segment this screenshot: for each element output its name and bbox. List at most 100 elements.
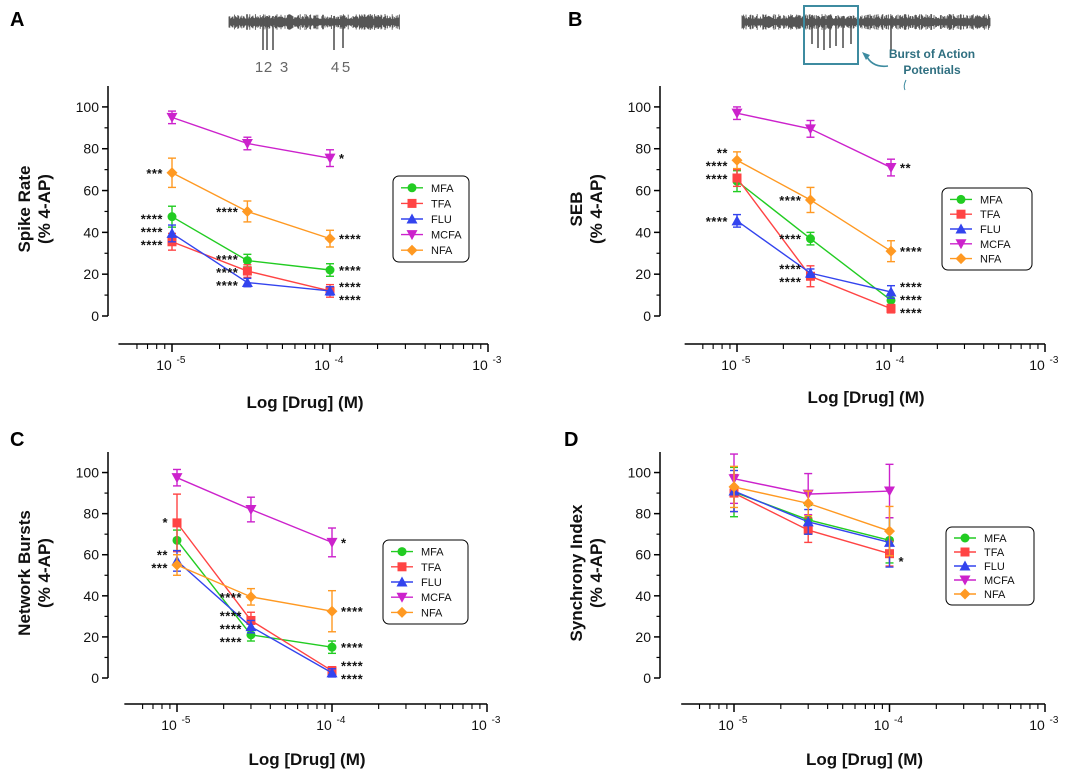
legend-box xyxy=(941,187,1033,271)
marker-diamond xyxy=(324,233,336,245)
series-line-nfa xyxy=(171,172,331,240)
legend-item-mcfa: MCFA xyxy=(954,575,1015,587)
series-group xyxy=(171,468,338,678)
marker-square xyxy=(242,266,252,276)
legend-label: NFA xyxy=(980,254,1002,266)
marker-triangle-up xyxy=(166,227,178,238)
trace-noise xyxy=(228,14,400,30)
y-tick-label: 80 xyxy=(635,506,651,522)
y-tick-label: 40 xyxy=(635,588,651,604)
legend-item-mfa: MFA xyxy=(954,533,1007,545)
marker-square xyxy=(172,518,182,528)
legend-box xyxy=(945,526,1035,606)
marker-triangle-up xyxy=(406,213,418,224)
x-tick-label-exponent: -5 xyxy=(182,715,191,726)
legend-label: TFA xyxy=(984,547,1005,559)
significance-marker: ** xyxy=(717,145,729,160)
significance-marker: * xyxy=(162,515,168,530)
significance-marker: **** xyxy=(220,635,243,650)
panel-a: A 0 20 40 60 80 100 Spike Rate (% 4-AP) 10 -5 10 -4 1… xyxy=(10,9,502,412)
x-tick-label: 10 xyxy=(471,717,487,733)
x-tick-label: 10 xyxy=(156,357,172,373)
legend-label: MCFA xyxy=(421,592,452,604)
legend-item-tfa: TFA xyxy=(950,209,1001,221)
panel-d: D 0 20 40 60 80 100 Synchrony Index (% 4-AP) 10 -5… xyxy=(564,429,1059,769)
significance-marker: **** xyxy=(216,252,239,267)
marker-triangle-down xyxy=(885,163,897,174)
x-tick-label-exponent: -4 xyxy=(894,715,903,726)
x-tick-label: 10 xyxy=(874,717,890,733)
y-tick-label: 80 xyxy=(83,141,99,157)
y-tick-label: 100 xyxy=(628,465,652,481)
y-axis-label: Synchrony Index (% 4-AP) xyxy=(567,504,606,642)
marker-triangle-down xyxy=(731,108,743,119)
marker-diamond xyxy=(802,497,814,509)
legend-label: FLU xyxy=(984,561,1005,573)
marker-diamond xyxy=(728,481,740,493)
significance-marker: **** xyxy=(220,590,243,605)
series-nfa xyxy=(171,554,338,633)
series-line-flu xyxy=(736,220,892,293)
marker-square xyxy=(886,304,896,314)
callout-arrow-head xyxy=(862,52,870,60)
series-line-mfa xyxy=(176,539,333,648)
marker-circle xyxy=(805,234,815,244)
significance-marker: **** xyxy=(141,224,164,239)
y-tick-label: 80 xyxy=(635,141,651,157)
significance-marker: **** xyxy=(900,292,923,307)
y-tick-label: 20 xyxy=(83,629,99,645)
x-tick-label-exponent: -4 xyxy=(337,715,346,726)
significance-marker: **** xyxy=(141,211,164,226)
legend-label: TFA xyxy=(431,198,452,210)
significance-annotations: * xyxy=(899,554,905,569)
y-axis-title-line1: SEB xyxy=(567,192,586,227)
significance-marker: * xyxy=(341,535,347,550)
marker-triangle-up xyxy=(802,516,814,527)
legend-label: NFA xyxy=(431,245,453,257)
legend-label: NFA xyxy=(984,589,1006,601)
legend-item-mfa: MFA xyxy=(391,547,444,559)
marker-triangle-up xyxy=(245,621,257,632)
significance-marker: * xyxy=(899,554,905,569)
series-mcfa xyxy=(728,453,895,519)
significance-marker: ** xyxy=(900,161,912,176)
series-mcfa xyxy=(171,468,338,558)
marker-circle xyxy=(960,533,970,543)
callout-text-line1: Burst of Action xyxy=(889,47,975,61)
y-axis-label: Spike Rate (% 4-AP) xyxy=(15,166,54,253)
series-mcfa xyxy=(166,110,336,168)
x-tick-label: 10 xyxy=(1029,357,1045,373)
legend-item-mfa: MFA xyxy=(950,194,1003,206)
x-tick-label-exponent: -5 xyxy=(739,715,748,726)
significance-marker: **** xyxy=(341,671,364,686)
y-tick-label: 60 xyxy=(635,547,651,563)
legend-label: MFA xyxy=(421,547,444,559)
marker-triangle-down xyxy=(396,592,408,603)
x-tick-label-exponent: -5 xyxy=(177,355,186,366)
x-axis-title: Log [Drug] (M) xyxy=(807,388,924,407)
significance-marker: **** xyxy=(900,279,923,294)
x-tick-label-exponent: -3 xyxy=(1050,715,1059,726)
significance-marker: **** xyxy=(341,658,364,673)
series-group xyxy=(166,110,336,298)
series-mfa xyxy=(167,205,335,277)
legend-item-mcfa: MCFA xyxy=(950,239,1011,251)
marker-square xyxy=(407,198,417,208)
legend: MFA TFA FLU MCFA NFA xyxy=(392,175,470,263)
marker-circle xyxy=(956,194,966,204)
marker-circle xyxy=(242,256,252,266)
y-tick-label: 0 xyxy=(643,670,651,686)
legend-box xyxy=(392,175,470,263)
significance-marker: **** xyxy=(216,204,239,219)
y-tick-label: 60 xyxy=(635,183,651,199)
panel-letter: D xyxy=(564,429,578,451)
marker-circle xyxy=(407,183,417,193)
y-tick-label: 0 xyxy=(91,308,99,324)
x-tick-label-exponent: -5 xyxy=(742,355,751,366)
significance-marker: **** xyxy=(220,622,243,637)
significance-marker: *** xyxy=(151,560,168,575)
x-tick-label: 10 xyxy=(472,357,488,373)
y-tick-label: 40 xyxy=(83,588,99,604)
marker-diamond xyxy=(245,591,257,603)
